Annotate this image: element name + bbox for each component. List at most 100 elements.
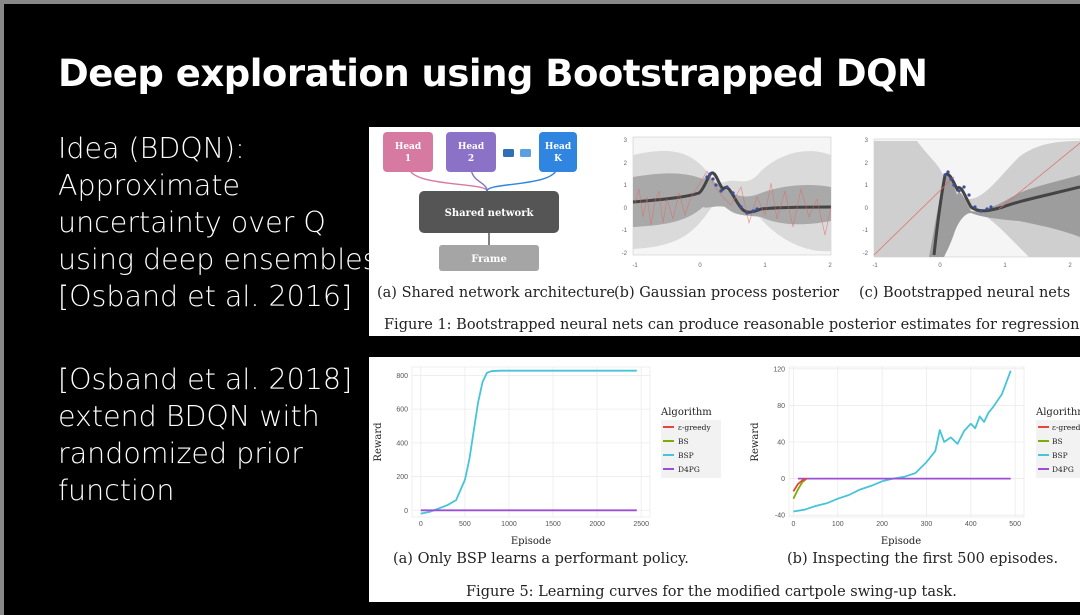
x-tick-label: 400: [965, 521, 977, 528]
legend-label-bsp: BSP: [678, 451, 694, 460]
gp-ytick: 1: [624, 183, 628, 189]
y-tick-label: 120: [773, 366, 785, 373]
x-tick-label: 300: [921, 521, 933, 528]
fig1-caption: Figure 1: Bootstrapped neural nets can p…: [384, 317, 1080, 333]
chart-a-ylabel: Reward: [373, 422, 384, 462]
idea-line: [Osband et al. 2016]: [58, 280, 353, 313]
nn-mean-line: [932, 172, 1080, 256]
nn-ytick: 0: [865, 206, 869, 212]
x-tick-label: 500: [1009, 521, 1021, 528]
fig1-subcaption-c: (c) Bootstrapped neural nets: [859, 285, 1070, 301]
x-tick-label: 200: [876, 521, 888, 528]
head-1-box: [383, 132, 433, 172]
gp-mean-line: [632, 171, 832, 214]
figure-5-panel: 0 500 1000 1500 2000 2500 0 200 400 600 800 Reward…: [369, 357, 1080, 602]
chart-a-grid: [412, 367, 650, 517]
idea-line: Idea (BDQN):: [58, 132, 245, 165]
x-tick-label: 2500: [633, 521, 649, 528]
head-1-index: 1: [405, 154, 411, 164]
x-tick-label: 0: [791, 521, 795, 528]
nn-outer-band: [874, 141, 1080, 257]
bootstrap-nn-plot: 3 2 1 0 -1 -2 -1 0 1 2: [863, 138, 1080, 269]
frame-box: [439, 245, 539, 271]
slide: Deep exploration using Bootstrapped DQN …: [4, 4, 1080, 615]
y-tick-label: 200: [396, 474, 408, 481]
gp-xtick: 2: [828, 263, 832, 269]
extension-paragraph: [Osband et al. 2018] extend BDQN with ra…: [58, 361, 352, 509]
nn-xtick: -1: [872, 263, 878, 269]
y-tick-label: 800: [396, 373, 408, 380]
gp-ytick: -2: [622, 251, 628, 257]
legend-b-label-egreedy: ε-greedy: [1052, 423, 1080, 432]
chart-b-series: [792, 370, 1012, 513]
chart-a-series: [420, 369, 637, 515]
y-tick-label: 80: [777, 403, 785, 410]
nn-xtick: 2: [1068, 263, 1072, 269]
y-tick-label: 40: [777, 440, 785, 447]
head-k-index: K: [554, 154, 563, 164]
nn-xtick: 0: [938, 263, 942, 269]
nn-prior-line: [873, 176, 955, 256]
idea-line: using deep ensembles: [58, 243, 378, 276]
x-tick-label: 1000: [501, 521, 517, 528]
y-tick-label: 0: [781, 476, 785, 483]
gp-data-points: [705, 172, 759, 215]
gp-ytick: -1: [622, 228, 628, 234]
idea-paragraph: Idea (BDQN): Approximate uncertainty ove…: [58, 130, 378, 315]
chart-b-legend-title: Algorithm: [1035, 407, 1080, 418]
fig1-subcaption-b: (b) Gaussian process posterior: [614, 285, 839, 301]
extension-line: extend BDQN with: [58, 400, 320, 433]
legend-label-bs: BS: [678, 437, 689, 446]
gp-ytick: 0: [624, 206, 628, 212]
chart-b-legend: Algorithm ε-greedy BS BSP D4PG: [1035, 407, 1080, 478]
extension-line: function: [58, 474, 175, 507]
nn-ytick: -2: [863, 251, 869, 257]
y-tick-label: -40: [775, 513, 785, 520]
chart-a-xlabel: Episode: [511, 536, 551, 547]
legend-b-label-bs: BS: [1052, 437, 1063, 446]
architecture-diagram: Head 1 Head 2 Head K Shared network Fram…: [383, 132, 577, 271]
gp-sample-line: [634, 170, 832, 236]
chart-a-legend: Algorithm ε-greedy BS BSP D4PG: [660, 407, 721, 478]
series-line-bsp: [420, 369, 637, 515]
y-tick-label: 600: [396, 407, 408, 414]
frame-label: Frame: [471, 254, 507, 265]
gp-ytick: 2: [624, 161, 628, 167]
nn-data-points: [943, 170, 993, 213]
gp-xtick: 0: [698, 263, 702, 269]
x-tick-label: 0: [419, 521, 423, 528]
head-1-label: Head: [395, 142, 422, 152]
series-line--greedy: [792, 477, 808, 492]
chart-b: 0 100 200 300 400 500 -40 0 40 80 120 Reward Episo…: [750, 366, 1080, 547]
idea-line: uncertainty over Q: [58, 206, 326, 239]
figure-1-svg: Head 1 Head 2 Head K Shared network Fram…: [377, 132, 1080, 333]
gp-xtick: 1: [763, 263, 767, 269]
head-2-label: Head: [458, 142, 485, 152]
head-2-index: 2: [468, 154, 474, 164]
y-tick-label: 400: [396, 440, 408, 447]
chart-a-legend-title: Algorithm: [660, 407, 712, 418]
fig5-subcaption-a: (a) Only BSP learns a performant policy.: [393, 551, 689, 567]
series-line-bsp: [793, 370, 1012, 513]
extension-line: randomized prior: [58, 437, 303, 470]
x-tick-label: 500: [459, 521, 471, 528]
legend-b-label-d4pg: D4PG: [1052, 465, 1074, 474]
fig5-caption: Figure 5: Learning curves for the modifi…: [466, 584, 957, 600]
fig1-subcaption-a: (a) Shared network architecture: [377, 285, 615, 301]
x-tick-label: 1500: [545, 521, 561, 528]
chart-a-plot-area: [411, 366, 651, 518]
head-2-box: [446, 132, 496, 172]
slide-title: Deep exploration using Bootstrapped DQN: [58, 52, 928, 95]
ellipsis-square: [520, 149, 531, 157]
legend-label-egreedy: ε-greedy: [678, 423, 711, 432]
nn-ytick: -1: [863, 228, 869, 234]
nn-ytick: 3: [865, 138, 869, 144]
gp-inner-band: [633, 173, 831, 227]
gp-xtick: -1: [632, 263, 638, 269]
x-tick-label: 2000: [589, 521, 605, 528]
ellipsis-square: [503, 149, 514, 157]
chart-b-ylabel: Reward: [750, 422, 761, 462]
head-k-box: [539, 132, 577, 172]
chart-b-ticks: 0 100 200 300 400 500 -40 0 40 80 120: [773, 366, 1021, 528]
